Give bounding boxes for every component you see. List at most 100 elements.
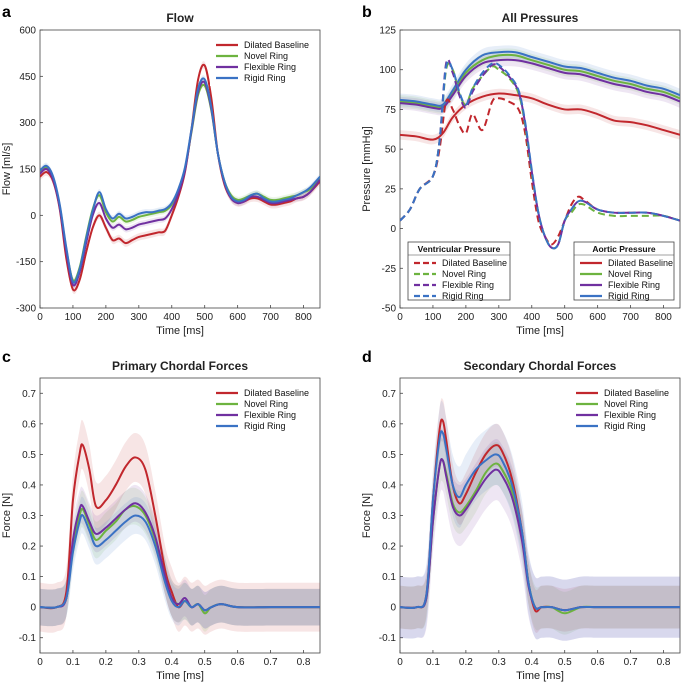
panel-d-xtick-label-3: 0.3 (492, 657, 506, 668)
panel-b-aortic-legend-label-flexible-ring: Flexible Ring (608, 280, 660, 290)
panel-b-title: All Pressures (502, 11, 579, 25)
panel-a-xtick-label-3: 300 (130, 312, 147, 323)
panel-d-legend-label-dilated-baseline: Dilated Baseline (604, 388, 669, 398)
panel-c-xtick-label-6: 0.6 (231, 657, 245, 668)
panel-c-ytick-label-2: 0.1 (22, 572, 36, 583)
panel-b-ytick-label-3: 25 (385, 184, 397, 195)
panel-d-ytick-label-1: 0 (390, 603, 396, 614)
panel-b-line-rigid-ring-aortic (400, 50, 680, 107)
panel-a-xtick-label-4: 400 (163, 312, 180, 323)
panel-a-ytick-label-5: 450 (19, 72, 36, 83)
panel-b-ylabel: Pressure [mmHg] (361, 126, 373, 212)
panel-a-legend-label-dilated-baseline: Dilated Baseline (244, 40, 309, 50)
panel-b-aortic-legend-label-novel-ring: Novel Ring (608, 269, 652, 279)
panel-b-ytick-label-2: 0 (390, 224, 396, 235)
panel-b-plot-area (400, 45, 680, 250)
panel-c-ytick-label-1: 0 (30, 603, 36, 614)
panel-d-letter: d (362, 349, 372, 366)
panel-b-xtick-label-3: 300 (490, 312, 507, 323)
panel-a-plot-area (40, 61, 320, 295)
panel-a-legend-label-novel-ring: Novel Ring (244, 51, 288, 61)
panel-b-ventricular-legend-label-dilated-baseline: Dilated Baseline (442, 258, 507, 268)
panel-b-ytick-label-7: 125 (379, 26, 396, 37)
panel-b-line-rigid-ring-ventricular (400, 60, 680, 250)
panel-b-xtick-label-1: 100 (425, 312, 442, 323)
panel-d-xtick-label-5: 0.5 (558, 657, 572, 668)
panel-b-aortic-legend-label-rigid-ring: Rigid Ring (608, 291, 650, 301)
panel-c-letter: c (2, 349, 11, 366)
panel-d-ylabel: Force [N] (361, 493, 373, 538)
panel-a-xtick-label-0: 0 (37, 312, 43, 323)
panel-b-aortic-legend-label-dilated-baseline: Dilated Baseline (608, 258, 673, 268)
panel-d-xtick-label-7: 0.7 (624, 657, 638, 668)
panel-a-ytick-label-3: 150 (19, 165, 36, 176)
panel-a-xtick-label-7: 700 (262, 312, 279, 323)
panel-b-band-rigid-ring-aortic (400, 45, 680, 113)
panel-c-ytick-label-6: 0.5 (22, 450, 36, 461)
panel-b-ventricular-legend-title: Ventricular Pressure (418, 244, 501, 254)
panel-c-ytick-label-0: -0.1 (19, 633, 37, 644)
panel-d-line-rigid-ring (400, 430, 680, 612)
panel-d-xtick-label-6: 0.6 (591, 657, 605, 668)
panel-c-xtick-label-7: 0.7 (264, 657, 278, 668)
panel-a-ytick-label-2: 0 (30, 211, 36, 222)
panel-a-ylabel: Flow [ml/s] (1, 143, 13, 196)
panel-d-ytick-label-7: 0.6 (382, 419, 396, 430)
panel-a-xlabel: Time [ms] (156, 325, 204, 337)
panel-c-band-rigid-ring (40, 496, 320, 629)
panel-d-xlabel: Time [ms] (516, 670, 564, 682)
panel-c-xtick-label-5: 0.5 (198, 657, 212, 668)
panel-a: a Flow 0 100 200 300 400 500 600 700 800 -300 -150 0 1… (1, 4, 321, 337)
panel-a-line-dilated-baseline (40, 63, 320, 292)
panel-d-ytick-label-5: 0.4 (382, 480, 396, 491)
panel-a-legend-label-rigid-ring: Rigid Ring (244, 73, 286, 83)
panel-b-xtick-label-8: 800 (655, 312, 672, 323)
panel-a-line-rigid-ring (40, 77, 320, 284)
panel-a-xtick-label-6: 600 (229, 312, 246, 323)
panel-d-title: Secondary Chordal Forces (464, 359, 617, 373)
panel-a-xtick-label-5: 500 (196, 312, 213, 323)
panel-a-title: Flow (166, 11, 194, 25)
panel-a-xtick-label-2: 200 (98, 312, 115, 323)
panel-c-plot-area (40, 419, 320, 635)
panel-c-ytick-label-4: 0.3 (22, 511, 36, 522)
panel-d-xtick-label-0: 0 (397, 657, 403, 668)
panel-d-ytick-label-8: 0.7 (382, 389, 396, 400)
panel-c-legend-label-novel-ring: Novel Ring (244, 399, 288, 409)
panel-c-legend-label-rigid-ring: Rigid Ring (244, 421, 286, 431)
panel-c: c Primary Chordal Forces 0 0.1 0.2 0.3 0.4 0.5 0… (1, 349, 321, 682)
panel-c-band-dilated-baseline (40, 419, 320, 635)
panel-d-xtick-label-8: 0.8 (657, 657, 671, 668)
panel-d-ytick-label-2: 0.1 (382, 572, 396, 583)
panel-b-ytick-label-4: 50 (385, 145, 397, 156)
panel-b-aortic-legend-box (573, 241, 675, 301)
panel-a-xtick-label-1: 100 (65, 312, 82, 323)
panel-b-line-dilated-baseline-aortic (400, 92, 680, 141)
panel-c-xtick-label-0: 0 (37, 657, 43, 668)
panel-c-xtick-label-3: 0.3 (132, 657, 146, 668)
panel-c-ytick-label-3: 0.2 (22, 542, 36, 553)
panel-d-band-rigid-ring (400, 400, 680, 641)
panel-c-xtick-label-1: 0.1 (66, 657, 80, 668)
panel-d-xtick-label-4: 0.4 (525, 657, 539, 668)
panel-b-axes-box (399, 29, 681, 309)
panel-d-ytick-label-0: -0.1 (379, 633, 397, 644)
panel-d-ytick-label-3: 0.2 (382, 542, 396, 553)
panel-b-ventricular-legend-label-flexible-ring: Flexible Ring (442, 280, 494, 290)
panel-b-ytick-label-5: 75 (385, 105, 397, 116)
panel-c-xlabel: Time [ms] (156, 670, 204, 682)
panel-a-letter: a (2, 4, 11, 21)
panel-c-xtick-label-4: 0.4 (165, 657, 179, 668)
panel-b-ytick-label-1: -25 (382, 264, 397, 275)
panel-c-xtick-label-2: 0.2 (99, 657, 113, 668)
panel-c-legend-label-dilated-baseline: Dilated Baseline (244, 388, 309, 398)
panel-b-letter: b (362, 4, 372, 21)
panel-a-ytick-label-6: 600 (19, 26, 36, 37)
panel-d-xtick-label-2: 0.2 (459, 657, 473, 668)
panel-c-band-flexible-ring (40, 484, 320, 629)
panel-b-ventricular-legend-label-novel-ring: Novel Ring (442, 269, 486, 279)
panel-c-ytick-label-7: 0.6 (22, 419, 36, 430)
panel-b-ytick-label-0: -50 (382, 304, 397, 315)
